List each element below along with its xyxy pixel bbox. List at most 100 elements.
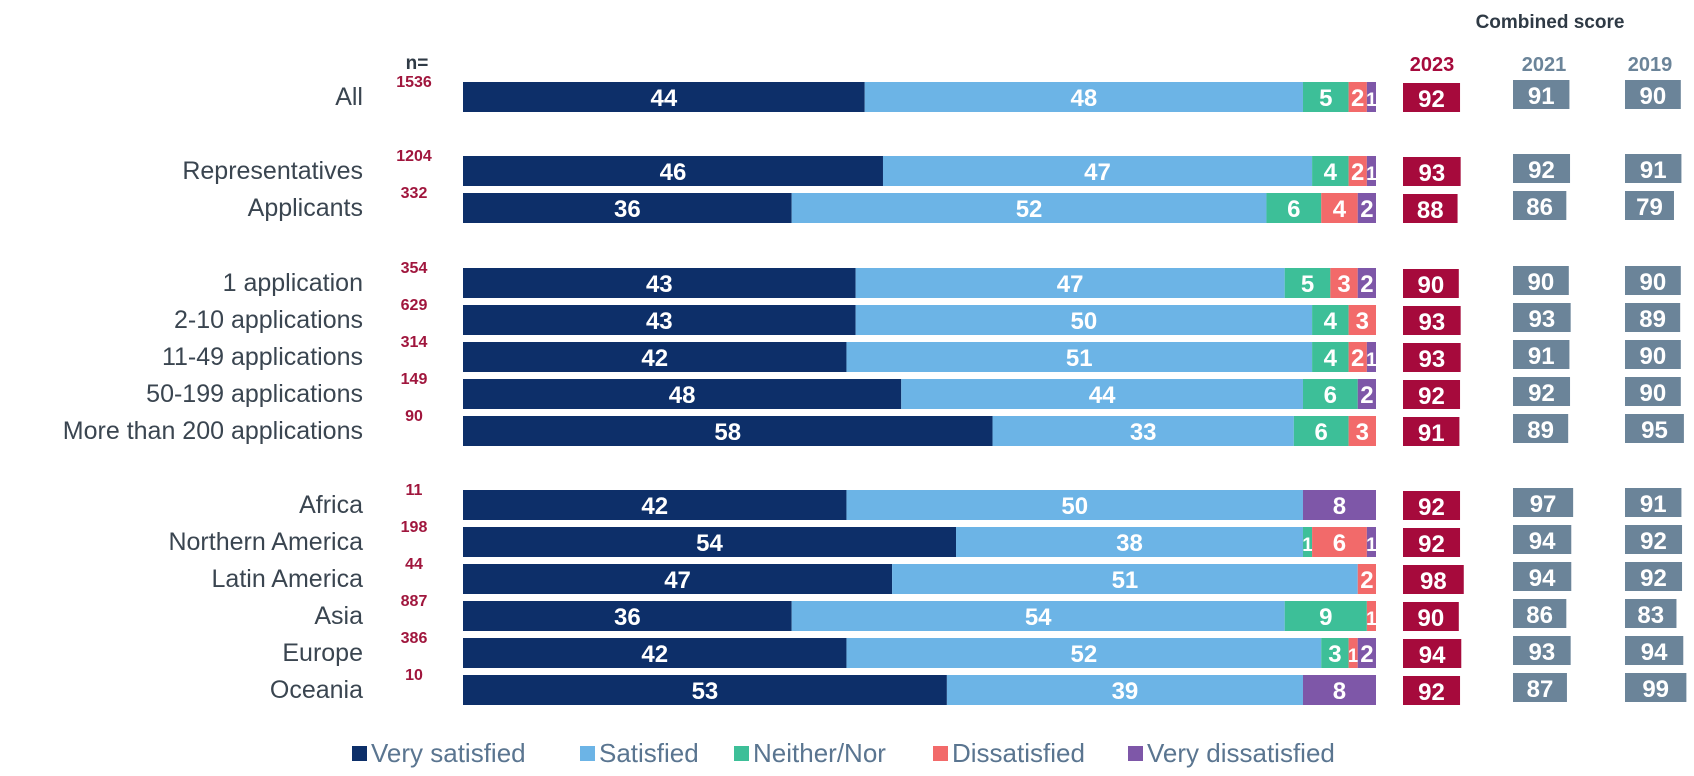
combined-score-value-2019: 92: [1640, 565, 1667, 592]
combined-score-value-2023: 90: [1418, 272, 1445, 299]
year-header-2019: 2019: [1628, 54, 1673, 76]
row-label-oceania: Oceania: [270, 676, 363, 704]
combined-score-value-2019: 90: [1640, 83, 1667, 110]
row-label-2-10-applications: 2-10 applications: [174, 306, 363, 334]
bar-value-label: 1: [1366, 350, 1377, 371]
bar-value-label: 43: [646, 271, 673, 298]
n-value-asia: 887: [401, 593, 428, 610]
combined-score-value-2019: 91: [1640, 491, 1667, 518]
legend-swatch-very-satisfied: [352, 746, 367, 761]
bar-value-label: 9: [1319, 604, 1332, 631]
combined-score-value-2019: 79: [1636, 194, 1663, 221]
bar-value-label: 6: [1333, 530, 1346, 557]
combined-score-value-2023: 92: [1418, 531, 1445, 558]
bar-value-label: 42: [641, 641, 668, 668]
bar-value-label: 3: [1328, 641, 1341, 668]
bar-value-label: 58: [714, 419, 741, 446]
bar-value-label: 2: [1351, 345, 1364, 372]
bar-value-label: 42: [641, 345, 668, 372]
n-header: n=: [406, 53, 429, 74]
combined-score-value-2023: 91: [1418, 420, 1445, 447]
bar-value-label: 3: [1356, 308, 1369, 335]
bar-value-label: 1: [1366, 90, 1377, 111]
combined-score-header: Combined score: [1476, 12, 1625, 33]
n-value-northern-america: 198: [401, 519, 428, 536]
bar-value-label: 42: [641, 493, 668, 520]
n-value-more-than-200-applications: 90: [405, 408, 423, 425]
combined-score-value-2023: 93: [1418, 160, 1445, 187]
bar-value-label: 2: [1360, 641, 1373, 668]
year-header-2023: 2023: [1410, 54, 1455, 76]
legend-label-very-dissatisfied: Very dissatisfied: [1147, 738, 1335, 768]
row-label-northern-america: Northern America: [168, 528, 363, 556]
bar-value-label: 2: [1360, 567, 1373, 594]
combined-score-value-2019: 90: [1640, 269, 1667, 296]
bar-value-label: 36: [614, 604, 641, 631]
combined-score-value-2023: 93: [1418, 346, 1445, 373]
bar-value-label: 54: [696, 530, 723, 557]
combined-score-value-2019: 83: [1637, 602, 1664, 629]
row-label-1-application: 1 application: [223, 269, 363, 297]
bar-value-label: 47: [664, 567, 691, 594]
combined-score-value-2023: 92: [1418, 679, 1445, 706]
bar-value-label: 1: [1366, 164, 1377, 185]
bar-value-label: 44: [651, 85, 678, 112]
n-value-1-application: 354: [401, 260, 428, 277]
bar-value-label: 1: [1302, 535, 1313, 556]
bar-value-label: 1: [1366, 535, 1377, 556]
n-value-latin-america: 44: [405, 556, 423, 573]
bar-value-label: 50: [1061, 493, 1088, 520]
n-value-2-10-applications: 629: [401, 297, 428, 314]
n-value-applicants: 332: [401, 185, 428, 202]
bar-value-label: 5: [1301, 271, 1314, 298]
bar-value-label: 1: [1366, 609, 1377, 630]
combined-score-value-2019: 95: [1641, 417, 1668, 444]
n-value-oceania: 10: [405, 667, 423, 684]
combined-score-value-2023: 98: [1420, 568, 1447, 595]
combined-score-value-2019: 90: [1640, 343, 1667, 370]
combined-score-value-2021: 92: [1528, 380, 1555, 407]
bar-value-label: 43: [646, 308, 673, 335]
bar-value-label: 52: [1070, 641, 1097, 668]
combined-score-value-2021: 94: [1529, 565, 1556, 592]
row-label-50-199-applications: 50-199 applications: [146, 380, 363, 408]
combined-score-value-2023: 94: [1419, 642, 1446, 669]
n-value-africa: 11: [406, 482, 423, 499]
bar-value-label: 1: [1348, 646, 1359, 667]
bar-value-label: 2: [1360, 271, 1373, 298]
row-label-representatives: Representatives: [182, 157, 363, 185]
combined-score-value-2023: 93: [1418, 309, 1445, 336]
n-value-11-49-applications: 314: [401, 334, 428, 351]
bar-value-label: 4: [1333, 196, 1347, 223]
legend-label-neither: Neither/Nor: [753, 738, 886, 768]
bar-value-label: 51: [1066, 345, 1093, 372]
year-header-2021: 2021: [1522, 54, 1567, 76]
n-value-representatives: 1204: [396, 148, 432, 165]
bar-value-label: 6: [1287, 196, 1300, 223]
combined-score-value-2021: 87: [1527, 676, 1554, 703]
bar-value-label: 4: [1324, 308, 1338, 335]
row-label-asia: Asia: [314, 602, 363, 630]
bar-value-label: 36: [614, 196, 641, 223]
bar-value-label: 8: [1333, 678, 1346, 705]
legend-swatch-satisfied: [580, 746, 595, 761]
bar-value-label: 2: [1351, 159, 1364, 186]
combined-score-value-2023: 88: [1417, 197, 1444, 224]
bar-value-label: 3: [1356, 419, 1369, 446]
bar-value-label: 48: [669, 382, 696, 409]
combined-score-value-2021: 92: [1528, 157, 1555, 184]
combined-score-value-2023: 90: [1418, 605, 1445, 632]
legend-swatch-neither: [734, 746, 749, 761]
bar-value-label: 2: [1351, 85, 1364, 112]
n-value-50-199-applications: 149: [401, 371, 428, 388]
bar-value-label: 47: [1057, 271, 1084, 298]
bar-value-label: 52: [1016, 196, 1043, 223]
combined-score-value-2021: 89: [1527, 417, 1554, 444]
combined-score-value-2021: 86: [1526, 602, 1553, 629]
combined-score-value-2019: 89: [1639, 306, 1666, 333]
bar-value-label: 6: [1315, 419, 1328, 446]
row-label-latin-america: Latin America: [212, 565, 364, 593]
combined-score-value-2021: 91: [1528, 83, 1555, 110]
bar-value-label: 50: [1070, 308, 1097, 335]
bar-value-label: 53: [692, 678, 719, 705]
